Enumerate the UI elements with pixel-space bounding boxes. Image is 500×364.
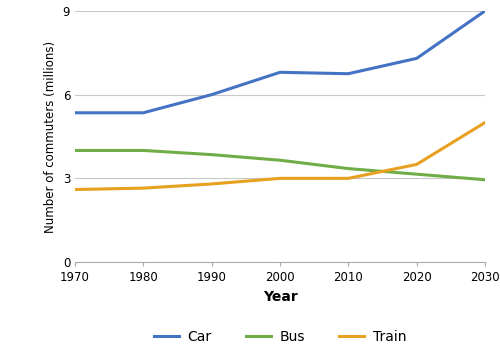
Car: [482, 9, 488, 13]
Line: Car: Car: [75, 11, 485, 113]
X-axis label: Year: Year: [262, 290, 298, 304]
Y-axis label: Number of commuters (millions): Number of commuters (millions): [44, 40, 57, 233]
Bus: [208, 153, 214, 157]
Bus: [140, 148, 146, 153]
Car: [277, 70, 283, 75]
Car: [208, 92, 214, 97]
Bus: [482, 178, 488, 182]
Train: [277, 176, 283, 181]
Line: Bus: Bus: [75, 150, 485, 180]
Train: [208, 182, 214, 186]
Car: [346, 71, 352, 76]
Car: [72, 111, 78, 115]
Line: Train: Train: [75, 123, 485, 190]
Bus: [346, 166, 352, 171]
Legend: Car, Bus, Train: Car, Bus, Train: [148, 324, 412, 349]
Train: [140, 186, 146, 190]
Bus: [72, 148, 78, 153]
Car: [140, 111, 146, 115]
Train: [72, 187, 78, 192]
Bus: [414, 172, 420, 176]
Train: [482, 120, 488, 125]
Train: [346, 176, 352, 181]
Train: [414, 162, 420, 167]
Bus: [277, 158, 283, 162]
Car: [414, 56, 420, 60]
